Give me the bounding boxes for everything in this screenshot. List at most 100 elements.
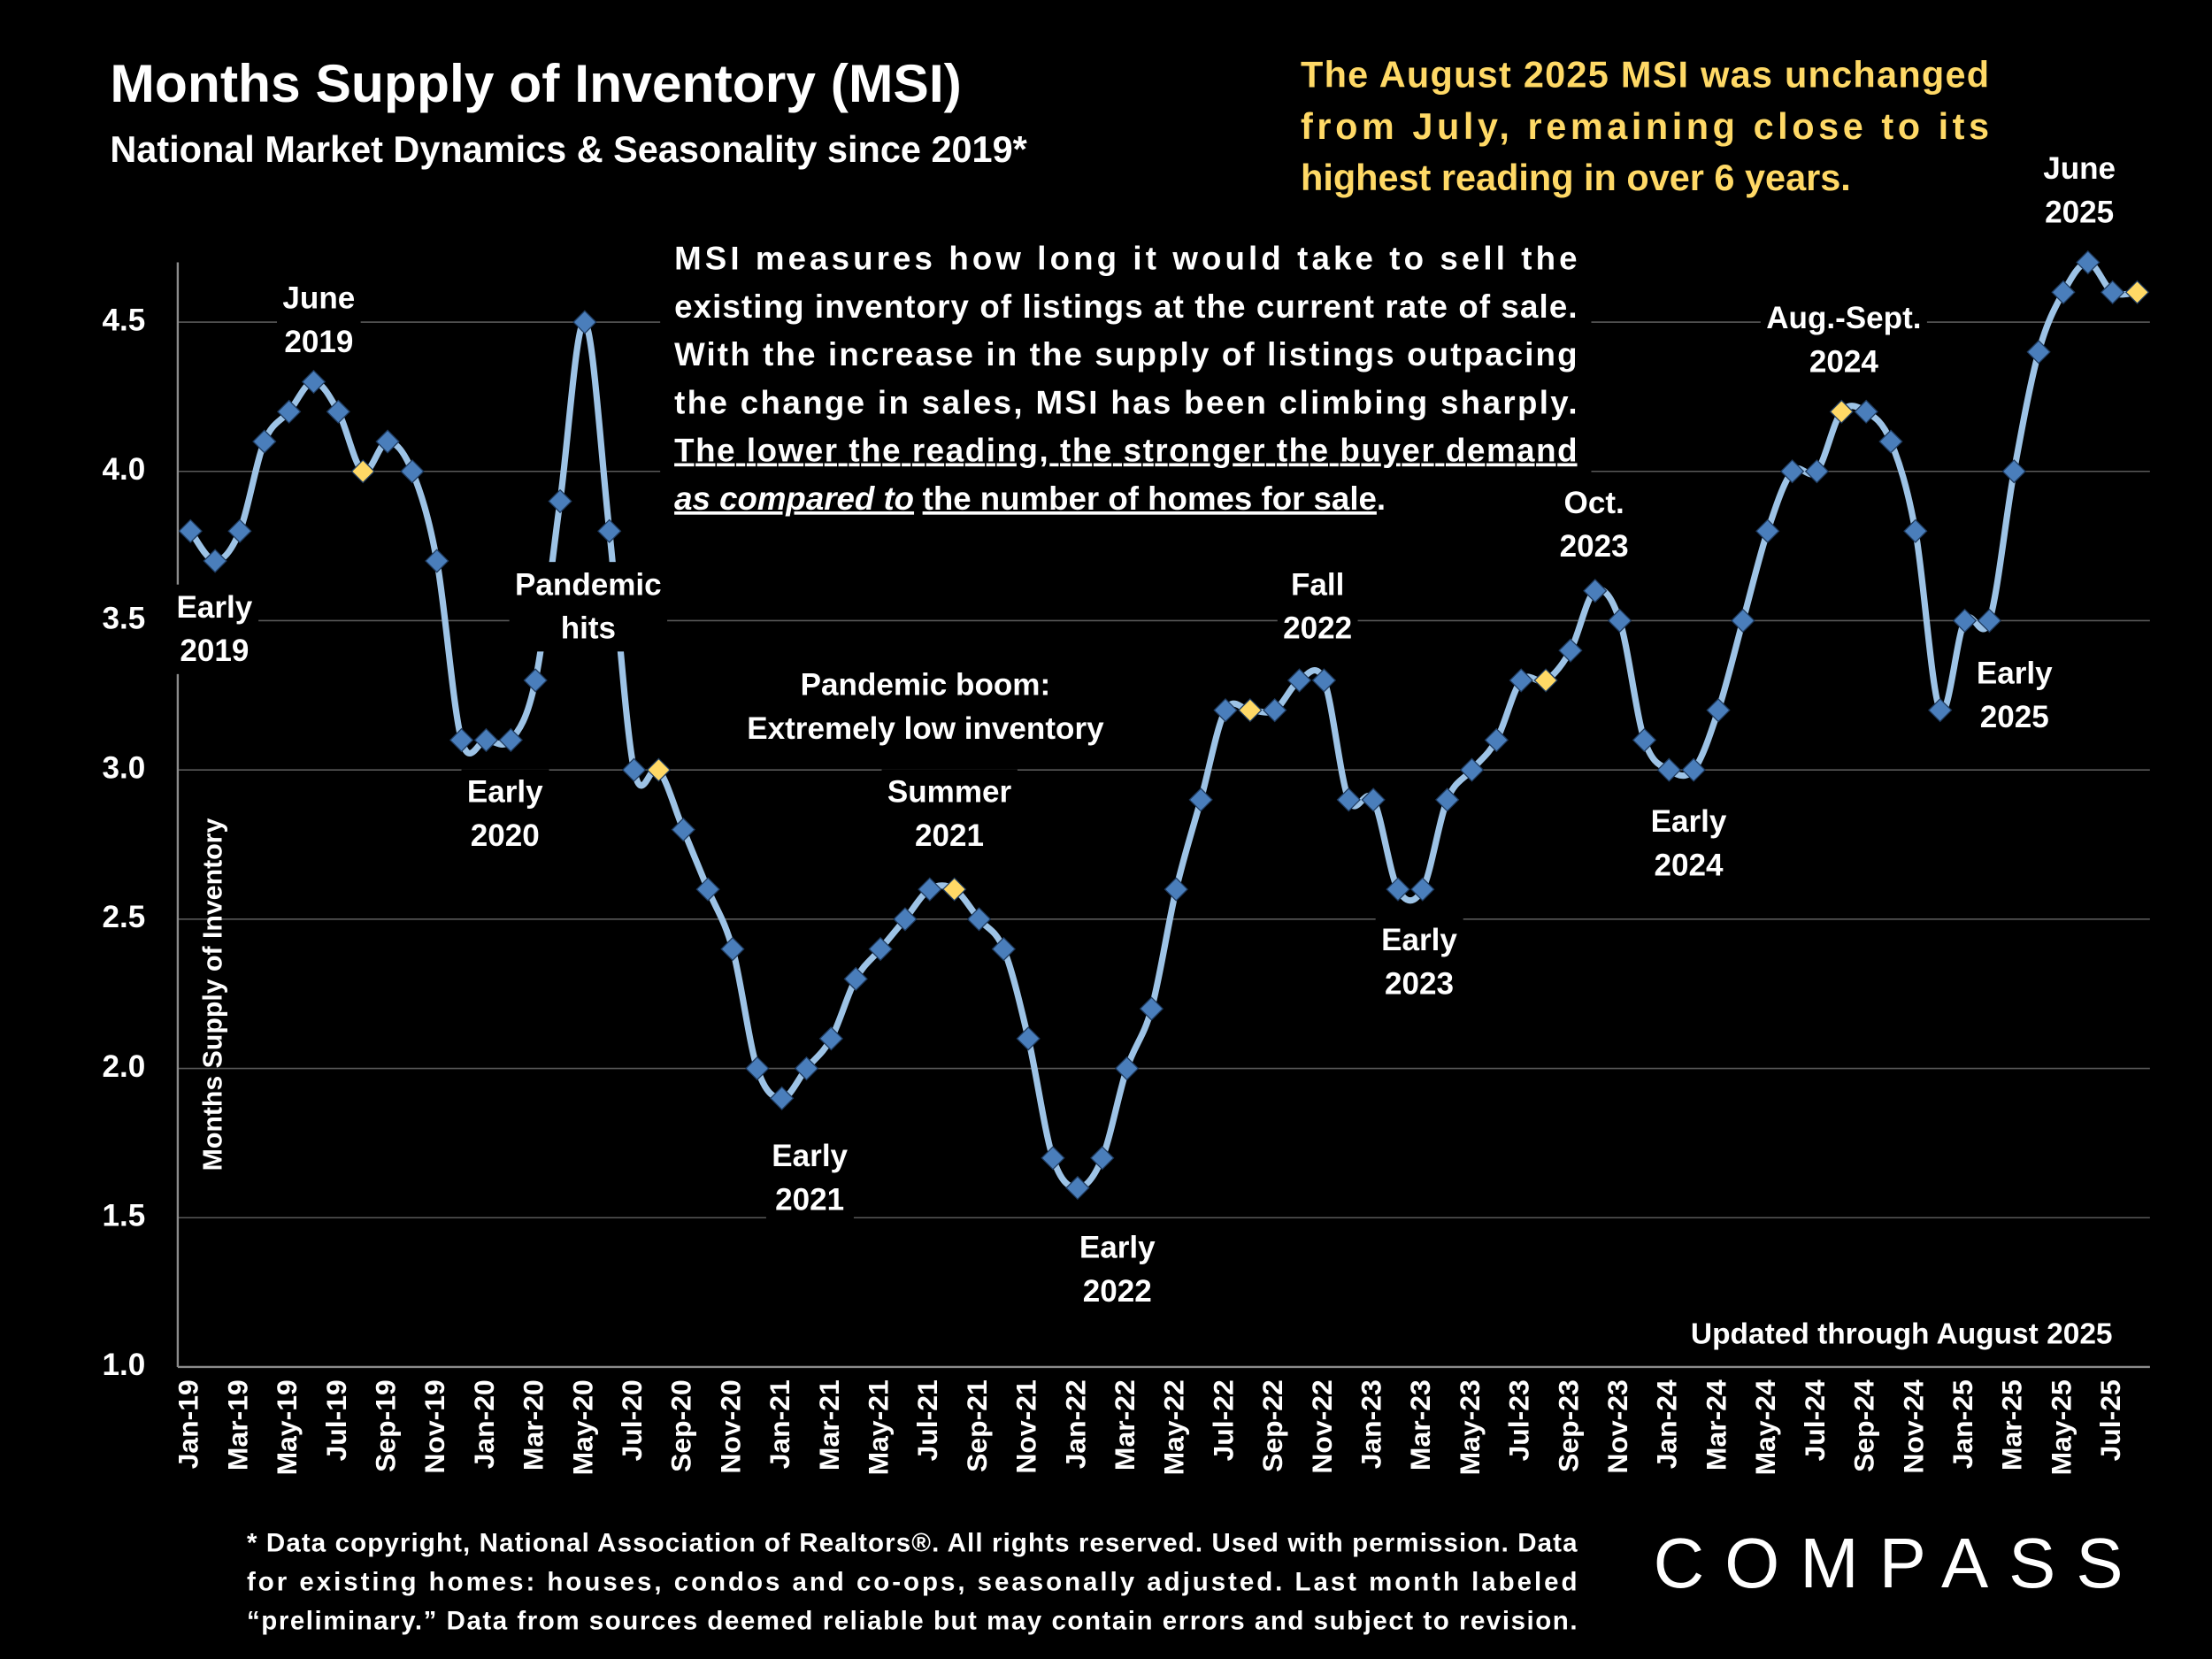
annotation: Early 2021 [765,1133,854,1224]
label-background [881,769,1018,859]
data-point [1928,698,1953,723]
data-point [2026,340,2051,365]
data-point [227,518,252,543]
annotation-line: 2022 [1283,611,1352,646]
annotation-line: Pandemic boom: [801,668,1051,703]
data-point [991,936,1016,962]
x-tick-label: May-21 [863,1379,895,1475]
note-line: With the increase in the supply of listi… [674,336,1577,373]
y-tick-label: 4.5 [102,303,145,337]
data-point [1016,1026,1041,1051]
annotation-line: Early [772,1139,848,1173]
data-point [1041,1146,1065,1171]
annotation-text: Early 2022 [1079,1231,1156,1309]
data-point [695,877,720,902]
x-tick-label: Mar-21 [813,1379,845,1471]
data-point [276,399,302,424]
annotation-line: 2023 [1560,529,1629,564]
data-point [1903,518,1928,543]
data-point [1139,996,1164,1021]
data-point [868,936,893,962]
annotation-line: Early [1651,804,1727,839]
label-background [1277,562,1358,652]
annotation: Aug.-Sept. 2024 [1760,295,1927,385]
data-point [1656,757,1681,782]
label-background [765,1133,854,1224]
callout-line: The August 2025 MSI was unchanged [1301,54,1989,96]
data-point [548,488,572,514]
annotation-line: 2019 [284,325,353,359]
brand-logo: COMPASS [1654,1524,2124,1602]
label-background [1073,1225,1162,1315]
data-point [1878,429,1903,454]
annotation-line: Early [1977,657,2053,691]
data-point [671,817,695,842]
x-tick-label: Mar-23 [1404,1379,1436,1471]
data-point [1854,399,1878,424]
note-line: The lower the reading, the stronger the … [674,432,1577,468]
data-point [818,1026,844,1051]
annotation: Pandemic hits [509,562,668,652]
data-point [2076,250,2101,275]
x-tick-label: Jul-19 [320,1379,352,1461]
note-segment: as compared to [674,480,914,517]
note-segment: . [1377,480,1386,517]
data-point [770,1086,795,1110]
data-point [794,1056,819,1081]
label-background [461,769,549,859]
x-tick-label: Sep-23 [1552,1379,1584,1472]
data-point [301,369,326,395]
data-point [1188,787,1213,812]
x-tick-label: Jan-20 [468,1379,500,1469]
annotation-text: Early 2020 [467,775,543,853]
annotation-line: 2019 [180,634,249,668]
data-point [572,310,597,334]
updated-note: Updated through August 2025 [1691,1318,2113,1351]
chart-title: Months Supply of Inventory (MSI) [110,53,961,113]
y-tick-label: 4.0 [102,452,145,487]
data-point [1952,608,1978,634]
x-tick-label: Jul-20 [616,1379,648,1461]
data-point [1311,668,1337,693]
data-point [1090,1146,1115,1171]
footnote-line: * Data copyright, National Association o… [247,1529,1578,1558]
data-point [1804,459,1830,484]
annotation: Early 2019 [171,584,259,674]
x-tick-label: Nov-19 [419,1379,450,1473]
annotation: Pandemic boom: Extremely low inventory [741,662,1110,752]
note-paragraph: MSI measures how long it would take to s… [660,234,1592,531]
annotation-line: 2023 [1385,967,1454,1002]
data-point [1558,638,1583,663]
annotation-line: June [2043,151,2116,186]
x-tick-label: Jan-23 [1356,1379,1387,1469]
annotation-text: Pandemic hits [515,568,662,646]
annotation-line: Early [467,775,543,810]
note-background [660,234,1592,531]
annotation-line: June [282,281,355,316]
data-point [1509,668,1533,693]
label-background [171,584,259,674]
data-point [400,459,425,484]
annotation-text: Summer 2021 [887,775,1012,853]
data-point [1632,727,1657,753]
data-point [1607,608,1632,634]
annotation-line: Aug.-Sept. [1766,301,1921,335]
y-tick-label: 2.5 [102,900,145,934]
data-point [1779,459,1805,484]
annotation-line: Fall [1291,568,1344,603]
annotation-text: Fall 2022 [1283,568,1352,646]
x-tick-label: Mar-19 [221,1379,253,1471]
x-tick-label: Jan-19 [173,1379,204,1469]
data-point [326,399,351,424]
data-point [1435,787,1460,812]
data-point [523,668,548,693]
x-tick-label: Nov-23 [1601,1379,1633,1473]
label-background [1375,917,1463,1008]
label-background [509,562,668,652]
footnote-line: for existing homes: houses, condos and c… [247,1567,1578,1596]
annotation-text: Early 2019 [176,590,252,668]
x-tick-label: Mar-24 [1700,1379,1732,1471]
annotation-line: 2025 [1980,700,2049,734]
data-point [621,757,647,782]
